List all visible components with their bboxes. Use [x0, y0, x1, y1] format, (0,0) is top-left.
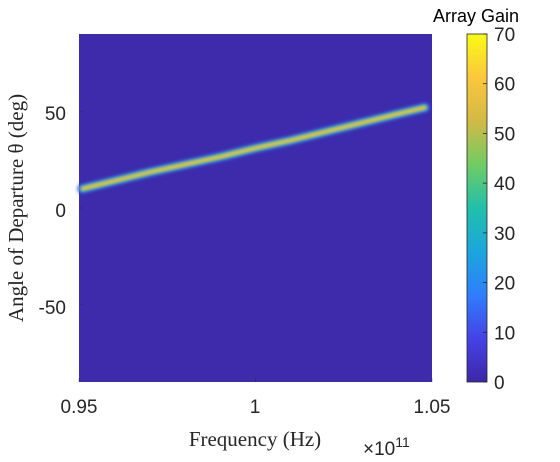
colorbar-tick-label: 10: [494, 323, 515, 344]
y-tick-label: -50: [39, 298, 66, 319]
colorbar-tick-label: 20: [494, 274, 515, 295]
beam-trace: [77, 102, 431, 195]
colorbar-tick-label: 0: [494, 373, 505, 394]
x-axis-label: Frequency (Hz): [189, 427, 321, 451]
x-tick-label: 1.05: [414, 397, 451, 418]
plot-area: [79, 34, 432, 382]
y-axis-label: Angle of Departure θ (deg): [4, 94, 28, 322]
y-tick-label: 0: [55, 201, 66, 222]
plot-ticks: [78, 111, 433, 382]
x-exponent-power: 11: [395, 434, 410, 450]
x-tick-label: 1: [250, 397, 261, 418]
colorbar-ticks: 0 10 20 30 40 50 60 70: [483, 25, 515, 394]
colorbar-tick-label: 40: [494, 174, 515, 195]
colorbar-tick-label: 60: [494, 75, 515, 96]
beam-core: [81, 106, 426, 190]
colorbar-tick-label: 50: [494, 124, 515, 145]
colorbar-tick-label: 70: [494, 25, 515, 46]
colorbar-title: Array Gain: [433, 6, 519, 26]
x-exponent-label: ×1011: [363, 434, 410, 460]
colorbar: [466, 33, 488, 383]
y-tick-label: 50: [45, 104, 66, 125]
x-tick-label: 0.95: [61, 397, 98, 418]
colorbar-tick-label: 30: [494, 224, 515, 245]
